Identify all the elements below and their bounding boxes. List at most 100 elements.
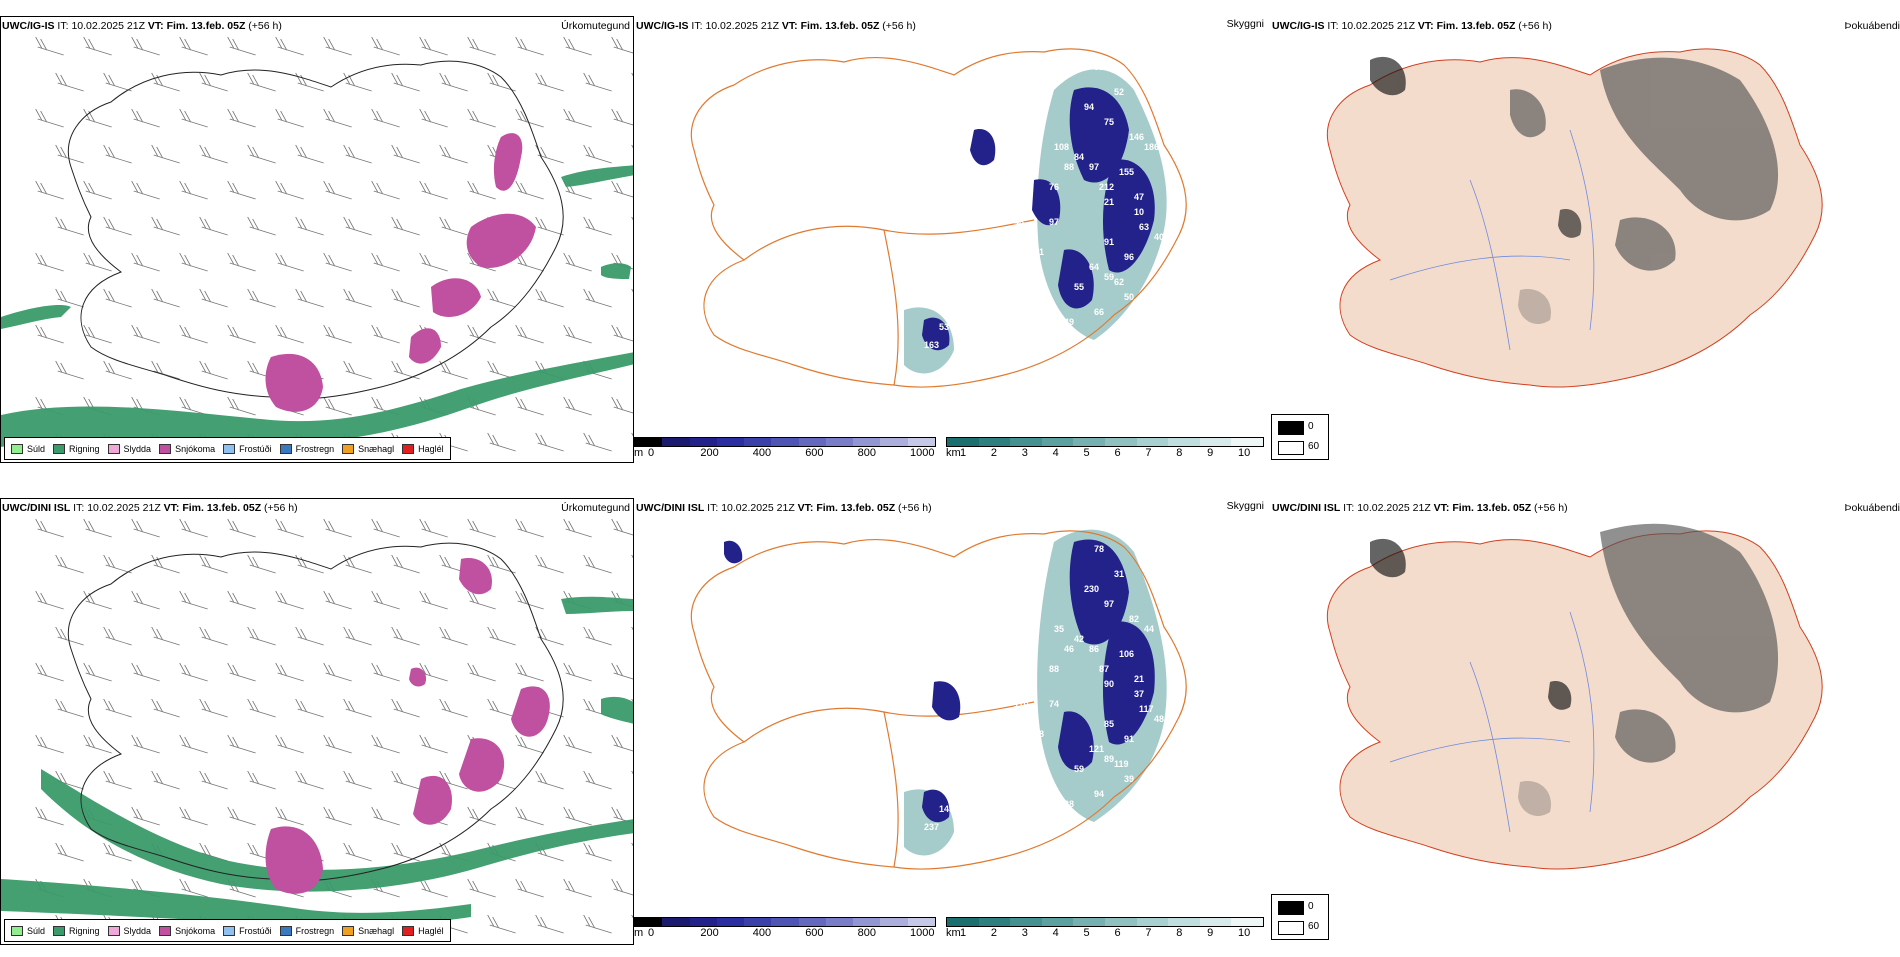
wind-barb — [343, 216, 372, 236]
cloud-base-label: 31 — [1114, 569, 1124, 579]
colorbar-tick: 10 — [1238, 927, 1251, 939]
wind-barb — [563, 662, 592, 682]
wind-barb — [55, 216, 84, 236]
wind-barb — [227, 396, 256, 416]
legend-swatch — [11, 443, 23, 454]
wind-barb — [179, 734, 208, 754]
colorbar-tick: 6 — [1114, 447, 1121, 459]
colorbar-tick: 0 — [648, 447, 655, 459]
wind-barb — [199, 770, 228, 790]
rivers-roads — [1389, 611, 1595, 833]
wind-barb — [467, 324, 496, 344]
wind-barb — [151, 770, 180, 790]
rivers-roads — [1389, 129, 1595, 351]
colorbar-tick: 4 — [1052, 927, 1059, 939]
wind-barb — [343, 144, 372, 164]
wind-barb — [103, 698, 132, 718]
colorbar-tick: 600 — [805, 447, 824, 459]
cloud-base-label: 78 — [1094, 544, 1104, 554]
legend-label: Frostúði — [239, 925, 272, 936]
wind-barb — [275, 590, 304, 610]
wind-barb — [563, 518, 592, 538]
wind-barb — [371, 252, 400, 272]
cloud-base-label: 36 — [1164, 167, 1174, 177]
wind-barb — [515, 878, 544, 898]
wind-barb — [391, 360, 420, 380]
wind-barb — [199, 698, 228, 718]
wind-barb — [103, 626, 132, 646]
cloud-base-label: 40 — [1154, 232, 1164, 242]
colorbar-tick: 6 — [1114, 927, 1121, 939]
wind-barb — [631, 770, 633, 775]
wind-barb — [535, 432, 564, 452]
height-colorbar-row0: 0 200 400 600 800 1000 m — [634, 437, 936, 461]
wind-barb — [535, 770, 564, 790]
legend-swatch — [342, 925, 355, 936]
colorbar-tick: 400 — [752, 927, 772, 939]
cloud-base-label: 62 — [1114, 277, 1124, 287]
height-colorbar-fill — [634, 437, 936, 447]
wind-barb — [199, 72, 228, 92]
wind-barb — [247, 216, 276, 236]
wind-barb — [467, 518, 496, 538]
wind-barb — [247, 698, 276, 718]
legend-swatch — [223, 925, 236, 936]
wind-barb — [583, 626, 612, 646]
wind-barb — [583, 72, 612, 92]
legend-swatch — [159, 925, 172, 936]
fog-shading — [1370, 56, 1779, 325]
wind-barb — [227, 806, 256, 826]
wind-barb — [247, 144, 276, 164]
wind-barb — [611, 108, 633, 126]
colorbar-tick: 5 — [1083, 927, 1090, 939]
cloud-base-label: 53 — [939, 322, 949, 332]
wind-barb — [103, 554, 132, 574]
wind-barb — [631, 144, 633, 149]
wind-barb — [515, 662, 544, 682]
wind-barb — [55, 626, 84, 646]
fog-legend-row1: 0 60 — [1271, 894, 1329, 940]
cloud-base-label: 143 — [939, 804, 954, 814]
cloud-base-label: 96 — [1124, 252, 1134, 262]
wind-barb — [371, 662, 400, 682]
wind-barb — [151, 144, 180, 164]
cloud-base-label: 57 — [1174, 197, 1184, 207]
wind-barb — [563, 396, 592, 416]
wind-barb — [343, 72, 372, 92]
iceland-outline-roads — [690, 530, 1187, 870]
wind-barb — [631, 288, 633, 293]
wind-barb — [391, 698, 420, 718]
wind-barb — [419, 734, 448, 754]
legend-item-0: Súld — [11, 443, 45, 454]
wind-barb — [323, 590, 352, 610]
wind-barb — [515, 108, 544, 128]
wind-barb — [247, 626, 276, 646]
fog-shading — [1370, 523, 1779, 817]
legend-swatch — [279, 443, 292, 454]
wind-barb — [83, 324, 112, 344]
fog-index-panel: UWC/IG-IS IT: 10.02.2025 21Z VT: Fim. 13… — [1270, 0, 1900, 475]
wind-barb — [83, 518, 112, 538]
cloud-base-label: 49 — [1064, 317, 1074, 327]
wind-barb — [419, 662, 448, 682]
wind-barb — [295, 144, 324, 164]
wind-barb — [391, 72, 420, 92]
cloud-base-label: 97 — [1089, 162, 1099, 172]
wind-barb — [391, 626, 420, 646]
wind-barb — [343, 554, 372, 574]
wind-barb — [131, 108, 160, 128]
wind-barb — [83, 108, 112, 128]
cloud-base-label: 97 — [1049, 217, 1059, 227]
forecast-row-igis: UWC/IG-IS IT: 10.02.2025 21Z VT: Fim. 13… — [0, 0, 1900, 475]
legend-label: Frostregn — [295, 925, 335, 936]
cloud-base-label: 88 — [1064, 162, 1074, 172]
wind-barb — [419, 36, 448, 56]
cloud-base-label: 16 — [1164, 649, 1174, 659]
cloud-base-label: 66 — [1094, 307, 1104, 317]
legend-swatch — [11, 925, 23, 936]
legend-swatch — [223, 443, 236, 454]
forecast-row-dini: UWC/DINI ISL IT: 10.02.2025 21Z VT: Fim.… — [0, 482, 1900, 957]
wind-barb — [131, 180, 160, 200]
legend-item-2: Slydda — [107, 443, 151, 454]
precip-map-frame — [0, 16, 634, 463]
